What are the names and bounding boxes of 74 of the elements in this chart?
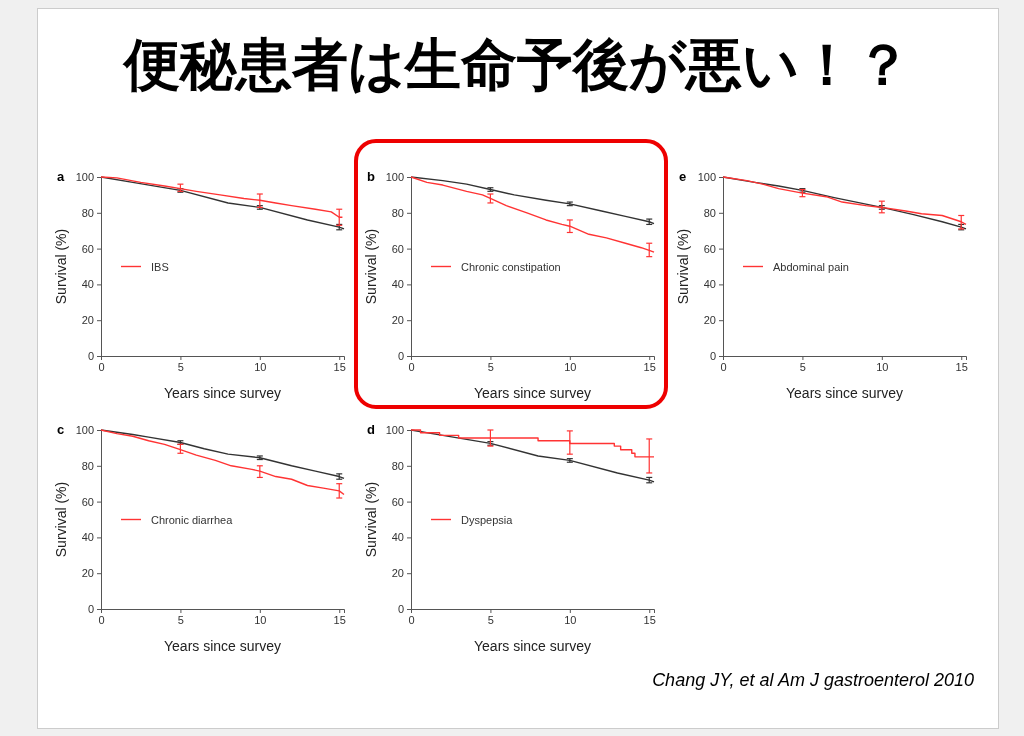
- y-tick-label: 100: [385, 171, 404, 184]
- y-tick-label: 60: [81, 495, 94, 508]
- x-tick-label: 10: [876, 360, 889, 373]
- chart-title: d: [367, 422, 375, 437]
- x-tick-label: 15: [955, 360, 968, 373]
- x-tick-label: 5: [799, 360, 806, 373]
- line-series: [100, 429, 345, 496]
- chart-title: b: [367, 169, 375, 184]
- y-tick-label: 0: [87, 350, 94, 363]
- x-tick-label: 5: [487, 360, 494, 373]
- y-tick-label: 20: [391, 314, 404, 327]
- x-tick-label: 15: [643, 613, 656, 626]
- y-tick-label: 20: [391, 567, 404, 580]
- x-tick-label: 5: [177, 360, 184, 373]
- y-tick-label: 0: [709, 350, 716, 363]
- legend-label: Abdominal pain: [773, 260, 849, 273]
- x-tick-label: 0: [98, 360, 105, 373]
- x-tick-label: 10: [564, 360, 577, 373]
- y-tick-label: 80: [391, 206, 404, 219]
- y-tick-label: 60: [391, 242, 404, 255]
- y-tick-label: 80: [81, 459, 94, 472]
- y-axis-title: Survival (%): [53, 481, 69, 558]
- text: Chang JY, et al Am J gastroenterol 2010: [652, 670, 974, 691]
- y-tick-label: 0: [87, 603, 94, 616]
- x-tick-label: 15: [333, 360, 346, 373]
- legend-label: IBS: [151, 260, 169, 273]
- x-axis-title: Years since survey: [164, 638, 281, 654]
- y-axis-title: Survival (%): [363, 481, 379, 558]
- legend-label: Chronic constipation: [461, 260, 561, 273]
- x-axis-title: Years since survey: [474, 638, 591, 654]
- x-axis-title: Years since survey: [786, 385, 903, 401]
- y-tick-label: 20: [81, 314, 94, 327]
- line-series: [410, 176, 655, 253]
- x-tick-label: 15: [333, 613, 346, 626]
- y-tick-label: 60: [703, 242, 716, 255]
- x-axis-title: Years since survey: [164, 385, 281, 401]
- y-tick-label: 100: [385, 424, 404, 437]
- x-tick-label: 10: [564, 613, 577, 626]
- x-tick-label: 5: [487, 613, 494, 626]
- y-tick-label: 100: [75, 424, 94, 437]
- y-tick-label: 40: [391, 531, 404, 544]
- y-tick-label: 80: [81, 206, 94, 219]
- x-tick-label: 0: [720, 360, 727, 373]
- text: 便秘患者は生命予後が悪い！？: [121, 31, 912, 99]
- y-tick-label: 0: [397, 350, 404, 363]
- chart-title: a: [57, 169, 65, 184]
- legend-label: Chronic diarrhea: [151, 513, 234, 526]
- x-tick-label: 15: [643, 360, 656, 373]
- y-tick-label: 0: [397, 603, 404, 616]
- x-tick-label: 10: [254, 360, 267, 373]
- x-axis-title: Years since survey: [474, 385, 591, 401]
- y-axis-title: Survival (%): [363, 228, 379, 305]
- y-axis-title: Survival (%): [53, 228, 69, 305]
- x-tick-label: 0: [408, 360, 415, 373]
- x-tick-label: 5: [177, 613, 184, 626]
- y-tick-label: 40: [81, 531, 94, 544]
- y-tick-label: 60: [81, 242, 94, 255]
- y-tick-label: 100: [75, 171, 94, 184]
- y-tick-label: 60: [391, 495, 404, 508]
- x-tick-label: 0: [408, 613, 415, 626]
- y-tick-label: 20: [703, 314, 716, 327]
- y-tick-label: 20: [81, 567, 94, 580]
- x-tick-label: 10: [254, 613, 267, 626]
- y-tick-label: 80: [391, 459, 404, 472]
- y-tick-label: 40: [703, 278, 716, 291]
- y-axis-title: Survival (%): [675, 228, 691, 305]
- chart-title: e: [679, 169, 687, 184]
- y-tick-label: 100: [697, 171, 716, 184]
- y-tick-label: 40: [391, 278, 404, 291]
- y-tick-label: 80: [703, 206, 716, 219]
- legend-label: Dyspepsia: [461, 513, 514, 526]
- y-tick-label: 40: [81, 278, 94, 291]
- chart-title: c: [57, 422, 65, 437]
- x-tick-label: 0: [98, 613, 105, 626]
